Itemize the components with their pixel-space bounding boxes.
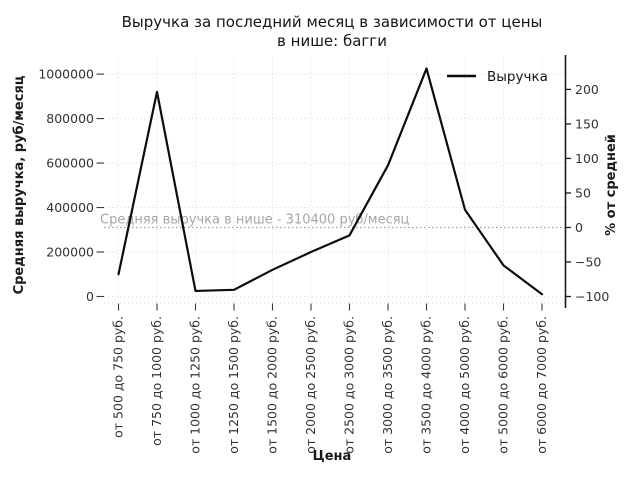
x-tick-label: от 2000 до 2500 руб. xyxy=(303,316,318,454)
y-left-tick-label: 0 xyxy=(86,289,94,304)
y-left-tick-label: 200000 xyxy=(46,245,94,260)
x-tick-label: от 750 до 1000 руб. xyxy=(149,316,164,446)
x-tick-label: от 500 до 750 руб. xyxy=(111,316,126,438)
x-tick-label: от 2500 до 3000 руб. xyxy=(342,316,357,454)
legend: Выручка xyxy=(447,69,548,85)
data-series-line xyxy=(117,67,544,296)
average-annotation-label: Средняя выручка в нише - 310400 руб/меся… xyxy=(100,213,410,228)
axes-spines xyxy=(104,55,567,308)
y-right-tick-label: 100 xyxy=(575,151,599,166)
x-tick-label: от 3000 до 3500 руб. xyxy=(380,316,395,454)
x-tick-label: от 4000 до 5000 руб. xyxy=(457,316,472,454)
x-tick-label: от 1000 до 1250 руб. xyxy=(188,316,203,454)
tick-marks xyxy=(96,73,571,311)
y-left-tick-label: 600000 xyxy=(46,156,94,171)
y-right-tick-label: −100 xyxy=(575,289,609,304)
x-tick-label: от 6000 до 7000 руб. xyxy=(534,316,549,454)
y-left-tick-label: 800000 xyxy=(46,111,94,126)
y-axis-right-label: % от средней xyxy=(604,134,619,236)
x-axis-label: Цена xyxy=(313,449,352,464)
y-right-tick-label: 200 xyxy=(575,82,599,97)
tick-labels: 0 200000 400000 600000 800000 1000000 200 150 10… xyxy=(38,67,609,454)
y-right-tick-label: 0 xyxy=(575,220,583,235)
y-right-tick-label: −50 xyxy=(575,254,601,269)
x-tick-label: от 1500 до 2000 руб. xyxy=(265,316,280,454)
y-axis-left-label: Средняя выручка, руб/месяц xyxy=(12,75,27,294)
y-right-tick-label: 50 xyxy=(575,185,591,200)
legend-series-label: Выручка xyxy=(487,69,548,85)
y-left-tick-label: 400000 xyxy=(46,200,94,215)
x-tick-label: от 3500 до 4000 руб. xyxy=(419,316,434,454)
x-tick-label: от 1250 до 1500 руб. xyxy=(226,316,241,454)
chart-title-line2: в нише: багги xyxy=(277,32,387,50)
y-left-tick-label: 1000000 xyxy=(38,67,94,82)
y-right-tick-label: 150 xyxy=(575,116,599,131)
revenue-series-polyline xyxy=(117,67,544,296)
chart-title-line1: Выручка за последний месяц в зависимости… xyxy=(122,13,543,31)
grid-lines xyxy=(104,57,565,303)
x-tick-label: от 5000 до 6000 руб. xyxy=(496,316,511,454)
